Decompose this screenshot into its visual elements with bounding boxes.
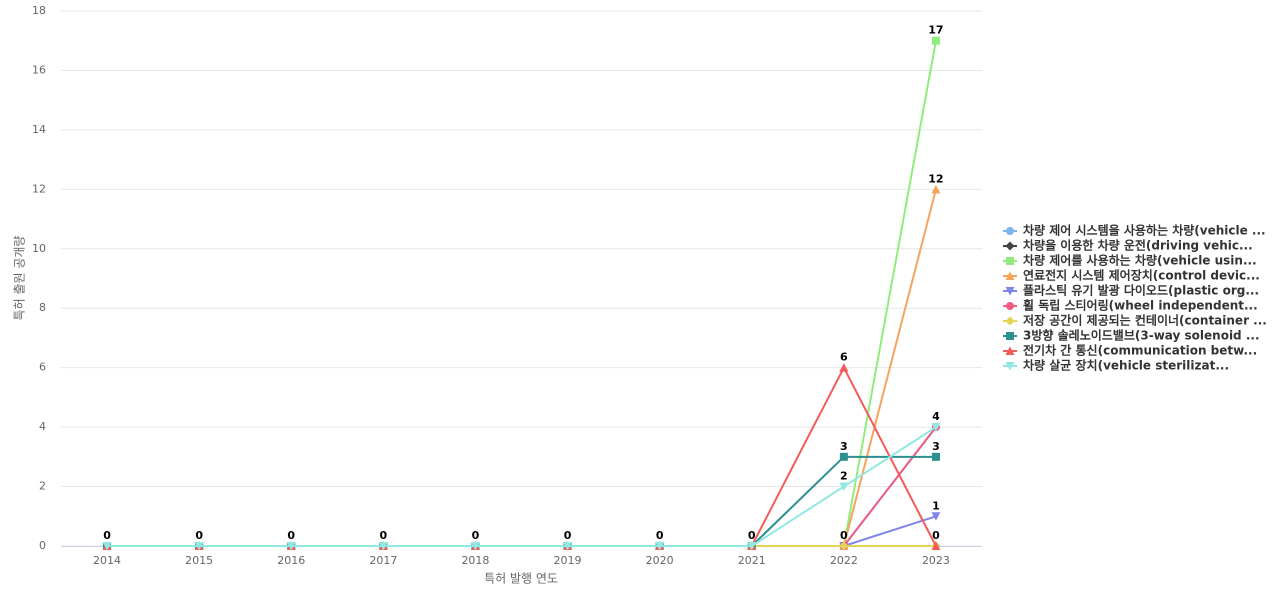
series (102, 423, 941, 551)
y-axis-title: 특허 출원 공개량 (13, 236, 27, 321)
legend-text: 차량을 이용한 차량 운전(driving vehic... (1023, 238, 1253, 253)
legend-text: 저장 공간이 제공되는 컨테이너(container ... (1023, 313, 1267, 328)
line (107, 455, 936, 547)
data-label: 0 (472, 529, 480, 542)
point (1005, 287, 1015, 296)
point (102, 542, 112, 551)
data-label: 4 (932, 410, 940, 423)
legend-item[interactable]: 차량 제어를 사용하는 차량(vehicle usin... (1003, 253, 1257, 268)
point (931, 512, 941, 521)
point (839, 482, 849, 492)
legend-item[interactable]: 차량 살균 장치(vehicle sterilizat... (1003, 358, 1229, 373)
y-tick-label: 12 (32, 182, 46, 195)
legend-item[interactable]: 저장 공간이 제공되는 컨테이너(container ... (1003, 313, 1267, 328)
point (931, 36, 940, 45)
legend-text: 차량 제어를 사용하는 차량(vehicle usin... (1023, 253, 1257, 268)
legend-item[interactable]: 전기차 간 통신(communication betw... (1003, 343, 1257, 358)
y-tick-label: 14 (32, 123, 46, 136)
series (103, 36, 940, 550)
data-label: 0 (656, 529, 664, 542)
legend-item[interactable]: 차량 제어 시스템을 사용하는 차량(vehicle ... (1003, 223, 1266, 238)
data-label: 0 (195, 529, 203, 542)
series (102, 363, 941, 550)
x-tick-label: 2020 (646, 554, 674, 567)
legend-text: 전기차 간 통신(communication betw... (1023, 343, 1257, 358)
point (1006, 257, 1014, 265)
point (470, 542, 480, 551)
y-tick-label: 6 (39, 361, 46, 374)
y-tick-label: 2 (39, 480, 46, 493)
point (1005, 362, 1015, 371)
x-tick-label: 2014 (93, 554, 121, 567)
legend-text: 차량 제어 시스템을 사용하는 차량(vehicle ... (1023, 223, 1266, 238)
legend-text: 차량 살균 장치(vehicle sterilizat... (1023, 358, 1229, 373)
point (1005, 346, 1015, 355)
legend-item[interactable]: 연료전지 시스템 제어장치(control devic... (1003, 268, 1260, 283)
y-tick-label: 0 (39, 539, 46, 552)
y-tick-label: 16 (32, 63, 46, 76)
x-tick-label: 2022 (830, 554, 858, 567)
point (931, 541, 941, 550)
point (1005, 316, 1015, 326)
point (931, 423, 941, 432)
legend-item[interactable]: 3방향 솔레노이드밸브(3-way solenoid ... (1003, 328, 1260, 343)
point (1005, 241, 1015, 251)
x-tick-label: 2021 (738, 554, 766, 567)
x-tick-label: 2017 (369, 554, 397, 567)
point (839, 452, 848, 461)
data-label: 0 (932, 529, 940, 542)
data-label: 17 (928, 24, 943, 37)
point (747, 542, 757, 551)
data-label: 3 (932, 440, 940, 453)
x-tick-label: 2016 (277, 554, 305, 567)
data-label: 6 (840, 351, 848, 364)
point (839, 363, 849, 372)
point (286, 542, 296, 551)
point (931, 452, 940, 461)
data-label: 12 (928, 172, 943, 185)
y-tick-label: 8 (39, 301, 46, 314)
point (378, 542, 388, 551)
legend-item[interactable]: 차량을 이용한 차량 운전(driving vehic... (1003, 238, 1253, 253)
x-tick-label: 2015 (185, 554, 213, 567)
y-tick-label: 18 (32, 4, 46, 17)
x-tick-label: 2018 (461, 554, 489, 567)
x-tick-label: 2023 (922, 554, 950, 567)
data-label: 0 (380, 529, 388, 542)
line (107, 515, 937, 547)
point (1006, 227, 1014, 235)
point (1006, 302, 1014, 310)
data-label: 0 (840, 529, 848, 542)
series (102, 512, 941, 551)
data-label: 0 (564, 529, 572, 542)
x-tick-label: 2019 (554, 554, 582, 567)
point (839, 541, 849, 551)
point (931, 184, 941, 194)
legend-text: 휠 독립 스티어링(wheel independent... (1023, 298, 1258, 313)
data-label: 0 (103, 529, 111, 542)
point (194, 542, 204, 551)
data-label: 2 (840, 470, 848, 483)
legend-text: 연료전지 시스템 제어장치(control devic... (1023, 268, 1260, 283)
data-label: 0 (287, 529, 295, 542)
y-tick-label: 4 (39, 420, 46, 433)
line (107, 40, 937, 547)
point (1005, 271, 1015, 280)
line (107, 365, 937, 547)
point (655, 542, 665, 551)
data-label: 1 (932, 499, 940, 512)
legend-text: 플라스틱 유기 발광 다이오드(plastic org... (1023, 283, 1259, 298)
line (107, 426, 937, 547)
data-label: 0 (748, 529, 756, 542)
legend-item[interactable]: 휠 독립 스티어링(wheel independent... (1003, 298, 1258, 313)
legend-item[interactable]: 플라스틱 유기 발광 다이오드(plastic org... (1003, 283, 1259, 298)
data-label: 3 (840, 440, 848, 453)
point (1006, 332, 1014, 340)
point (563, 542, 573, 551)
series (103, 452, 940, 550)
x-axis-title: 특허 발행 연도 (484, 571, 558, 586)
y-tick-label: 10 (32, 242, 46, 255)
legend-text: 3방향 솔레노이드밸브(3-way solenoid ... (1023, 328, 1260, 343)
